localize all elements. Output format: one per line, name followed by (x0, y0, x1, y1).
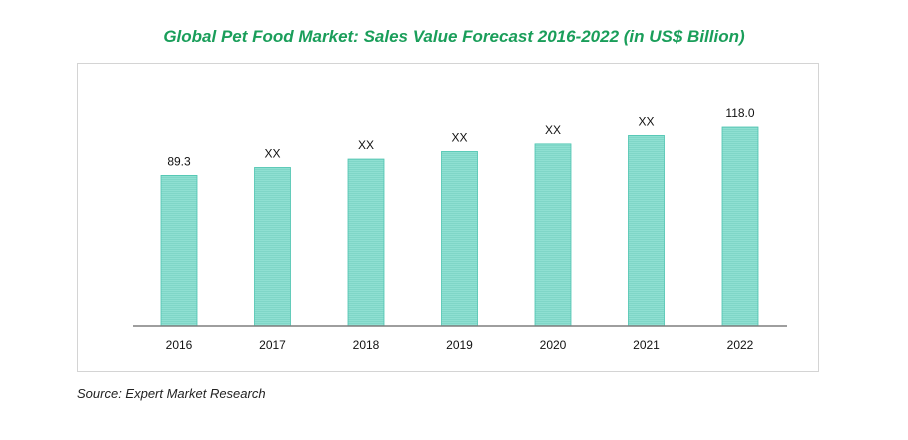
data-label-2018: XX (358, 138, 374, 152)
chart-title: Global Pet Food Market: Sales Value Fore… (163, 27, 745, 46)
chart-area: 89.3 2016 XX 2017 XX 2018 XX 2019 XX 2020 XX 2021 11… (77, 63, 819, 372)
bar-2020 (534, 143, 572, 327)
data-label-2022: 118.0 (725, 106, 754, 120)
x-tick-label-2022: 2022 (727, 338, 754, 352)
bar-2022 (721, 126, 759, 327)
x-tick-label-2020: 2020 (540, 338, 567, 352)
x-tick-label-2017: 2017 (259, 338, 286, 352)
bar-2021 (628, 135, 665, 327)
bar-2019 (441, 151, 478, 327)
bar-2016 (160, 175, 198, 327)
data-label-2017: XX (264, 146, 280, 160)
data-label-2020: XX (545, 123, 561, 137)
data-label-2016: 89.3 (167, 154, 191, 168)
x-tick-label-2019: 2019 (446, 338, 473, 352)
data-label-2019: XX (451, 130, 467, 144)
x-tick-label-2016: 2016 (166, 338, 193, 352)
bar-chart: 89.3 2016 XX 2017 XX 2018 XX 2019 XX 2020 XX 2021 11… (133, 106, 787, 352)
x-tick-label-2018: 2018 (353, 338, 380, 352)
data-label-2021: XX (638, 114, 654, 128)
x-tick-label-2021: 2021 (633, 338, 660, 352)
source-note: Source: Expert Market Research (77, 386, 266, 401)
bar-2017 (254, 167, 291, 327)
bar-2018 (347, 158, 385, 327)
